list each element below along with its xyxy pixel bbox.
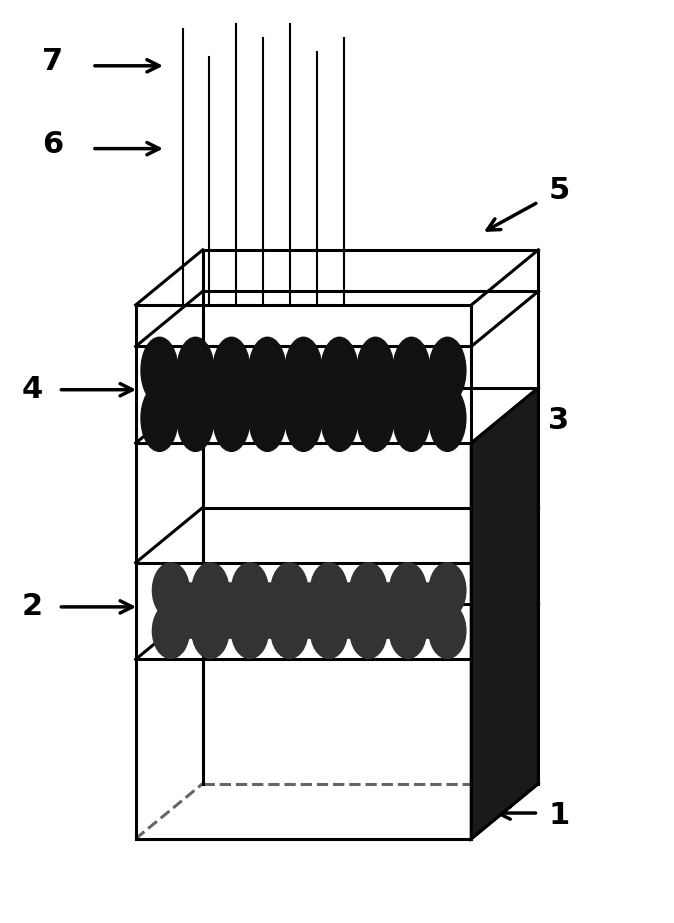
Text: 5: 5: [549, 175, 570, 205]
Ellipse shape: [231, 604, 268, 658]
Ellipse shape: [303, 361, 340, 427]
Ellipse shape: [411, 361, 448, 427]
Ellipse shape: [231, 361, 268, 427]
Ellipse shape: [177, 337, 214, 403]
Ellipse shape: [141, 385, 178, 451]
Ellipse shape: [213, 385, 250, 451]
Ellipse shape: [152, 604, 189, 658]
Text: 1: 1: [549, 801, 570, 831]
Ellipse shape: [390, 604, 427, 658]
Ellipse shape: [195, 361, 232, 427]
Ellipse shape: [192, 563, 229, 617]
Ellipse shape: [370, 583, 406, 638]
Ellipse shape: [177, 385, 214, 451]
Ellipse shape: [339, 361, 376, 427]
Ellipse shape: [409, 583, 446, 638]
Ellipse shape: [231, 563, 268, 617]
Ellipse shape: [213, 337, 250, 403]
Ellipse shape: [172, 583, 209, 638]
Ellipse shape: [311, 604, 347, 658]
Text: 3: 3: [549, 405, 570, 435]
Text: 2: 2: [22, 593, 42, 621]
Ellipse shape: [357, 385, 394, 451]
Ellipse shape: [321, 385, 358, 451]
Ellipse shape: [251, 583, 288, 638]
Ellipse shape: [271, 563, 308, 617]
Ellipse shape: [429, 563, 466, 617]
Ellipse shape: [311, 563, 347, 617]
Ellipse shape: [267, 361, 304, 427]
Ellipse shape: [330, 583, 367, 638]
Ellipse shape: [321, 337, 358, 403]
Ellipse shape: [192, 604, 229, 658]
Ellipse shape: [290, 583, 328, 638]
Ellipse shape: [212, 583, 249, 638]
Ellipse shape: [429, 385, 466, 451]
Text: 6: 6: [42, 129, 63, 159]
Ellipse shape: [390, 563, 427, 617]
Ellipse shape: [350, 563, 387, 617]
Ellipse shape: [393, 337, 430, 403]
Text: 7: 7: [42, 47, 63, 76]
Ellipse shape: [152, 563, 189, 617]
Ellipse shape: [285, 337, 322, 403]
Ellipse shape: [393, 385, 430, 451]
Ellipse shape: [249, 385, 286, 451]
Polygon shape: [471, 388, 539, 839]
Ellipse shape: [285, 385, 322, 451]
Ellipse shape: [429, 337, 466, 403]
Ellipse shape: [271, 604, 308, 658]
Ellipse shape: [429, 604, 466, 658]
Ellipse shape: [159, 361, 196, 427]
Text: 4: 4: [22, 376, 42, 404]
Ellipse shape: [357, 337, 394, 403]
Ellipse shape: [375, 361, 412, 427]
Ellipse shape: [141, 337, 178, 403]
Ellipse shape: [249, 337, 286, 403]
Ellipse shape: [350, 604, 387, 658]
